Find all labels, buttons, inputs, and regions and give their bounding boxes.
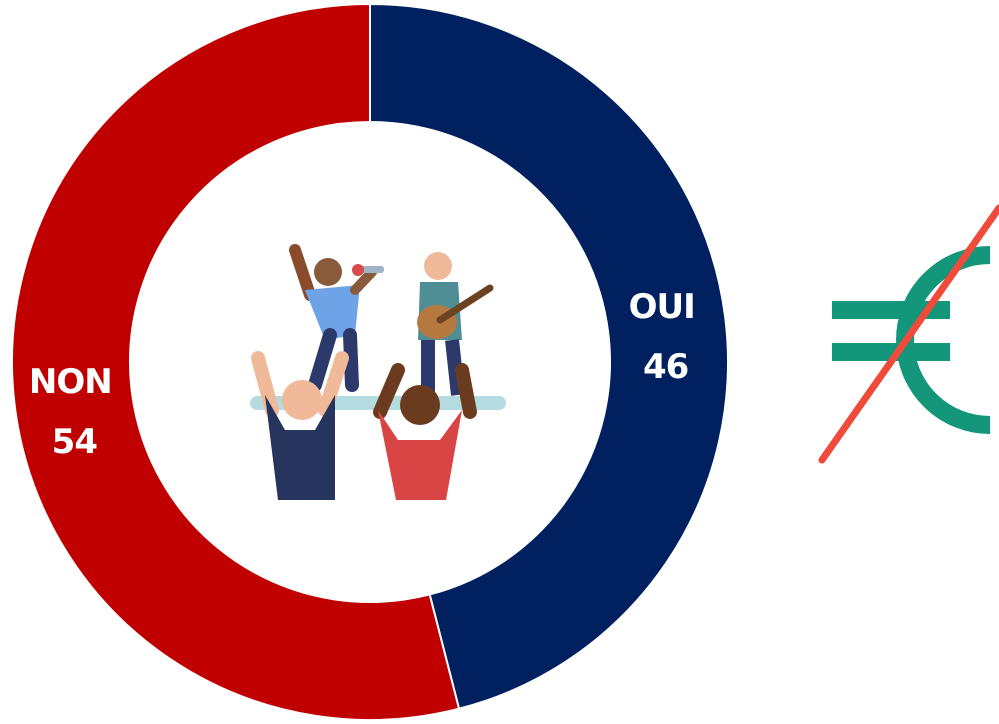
slice-category-label: NON <box>29 362 112 402</box>
slice-value-label: 46 <box>643 347 688 387</box>
donut-slice <box>369 2 729 710</box>
donut <box>11 2 729 721</box>
concert-icon <box>250 244 506 500</box>
slice-category-label: OUI <box>629 287 695 327</box>
donut-slice <box>11 2 461 721</box>
slice-value-label: 54 <box>52 422 98 462</box>
no-euro-icon <box>832 246 991 434</box>
strike-line <box>818 204 999 464</box>
